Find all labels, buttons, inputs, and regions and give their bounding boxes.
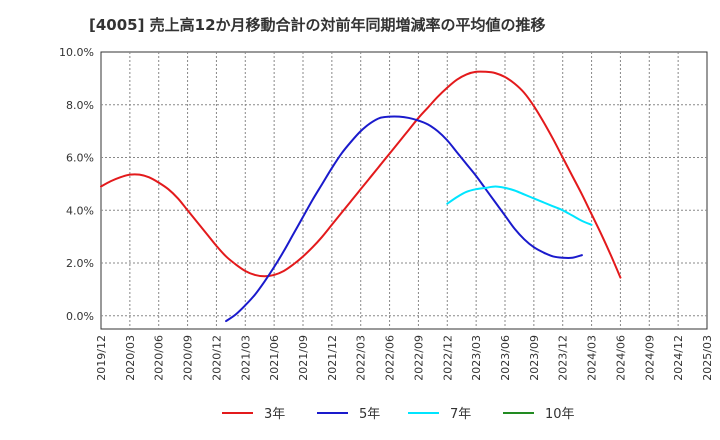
x-tick-label: 2021/09 <box>297 335 310 381</box>
x-tick-label: 2022/06 <box>384 335 397 381</box>
legend-label: 3年 <box>264 407 285 422</box>
plot-area <box>100 51 708 330</box>
y-tick-label: 6.0% <box>66 152 94 165</box>
x-tick-label: 2019/12 <box>95 335 108 381</box>
y-tick-label: 2.0% <box>66 257 94 270</box>
series-line-7年 <box>446 185 593 226</box>
x-tick-label: 2020/09 <box>182 335 195 381</box>
y-tick-label: 10.0% <box>59 46 94 59</box>
x-tick-label: 2022/03 <box>355 335 368 381</box>
x-tick-label: 2024/12 <box>672 335 685 381</box>
y-tick-label: 8.0% <box>66 99 94 112</box>
x-tick-label: 2022/09 <box>412 335 425 381</box>
x-tick-label: 2022/12 <box>441 335 454 381</box>
x-tick-label: 2020/12 <box>210 335 223 381</box>
y-tick-label: 4.0% <box>66 204 94 217</box>
x-tick-label: 2023/03 <box>470 335 483 381</box>
legend-label: 10年 <box>545 407 575 422</box>
x-tick-label: 2020/06 <box>153 335 166 381</box>
x-tick-label: 2024/09 <box>643 335 656 381</box>
series-line-3年 <box>100 70 622 279</box>
legend: 3年 5年 7年 10年 <box>222 407 575 422</box>
x-tick-label: 2021/12 <box>326 335 339 381</box>
chart-title: [4005] 売上高12か月移動合計の対前年同期増減率の平均値の推移 <box>89 16 546 34</box>
x-tick-label: 2023/06 <box>499 335 512 381</box>
legend-label: 7年 <box>450 407 471 422</box>
x-tick-label: 2021/06 <box>268 335 281 381</box>
x-tick-label: 2024/06 <box>614 335 627 381</box>
y-gridlines <box>101 104 707 317</box>
series-line-5年 <box>225 115 583 323</box>
x-axis-labels: 2019/12 2020/03 2020/06 2020/09 2020/12 2021/… <box>95 335 714 381</box>
x-tick-label: 2020/03 <box>124 335 137 381</box>
series-lines <box>100 70 622 323</box>
x-tick-label: 2021/03 <box>239 335 252 381</box>
legend-label: 5年 <box>359 407 380 422</box>
x-tick-label: 2023/12 <box>557 335 570 381</box>
x-tick-label: 2024/03 <box>586 335 599 381</box>
y-tick-label: 0.0% <box>66 310 94 323</box>
y-axis-labels: 0.0% 2.0% 4.0% 6.0% 8.0% 10.0% <box>59 46 94 323</box>
x-tick-label: 2025/03 <box>701 335 714 381</box>
x-tick-label: 2023/09 <box>528 335 541 381</box>
